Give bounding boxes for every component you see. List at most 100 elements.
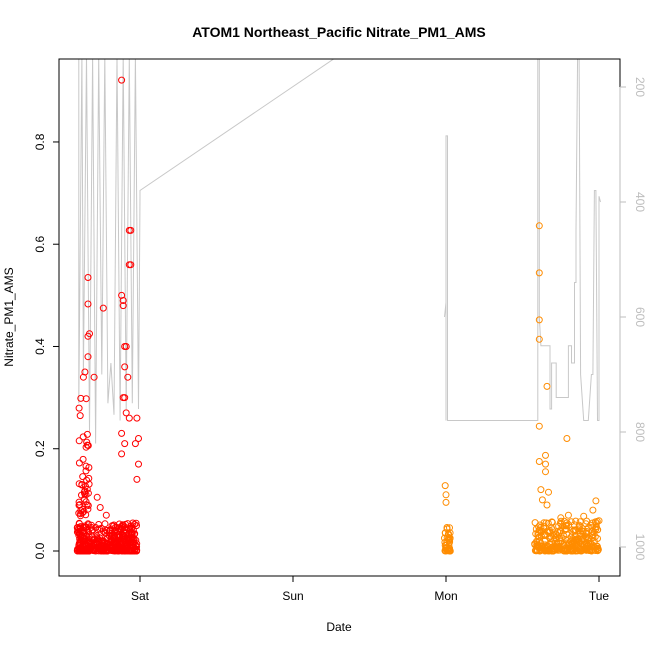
series-2 <box>441 222 603 555</box>
data-point <box>114 527 122 535</box>
data-point <box>536 526 544 534</box>
y2-tick-label: 200 <box>633 77 647 97</box>
data-point <box>84 520 92 528</box>
data-point <box>85 547 93 555</box>
data-point <box>569 528 577 536</box>
data-point <box>130 536 138 543</box>
data-point <box>77 523 84 531</box>
data-point <box>555 546 563 554</box>
y-tick-label: 0.2 <box>33 440 47 457</box>
data-point <box>121 394 129 402</box>
data-point <box>570 526 578 534</box>
data-point <box>135 435 142 442</box>
data-point <box>556 519 564 527</box>
data-point <box>543 382 551 390</box>
data-point <box>80 507 88 515</box>
data-point <box>545 488 552 496</box>
data-point <box>590 529 598 536</box>
data-point <box>115 538 123 545</box>
data-point <box>117 523 125 531</box>
y-tick-label: 0.4 <box>33 338 47 355</box>
data-point <box>95 536 103 544</box>
data-point <box>76 412 84 420</box>
data-point <box>535 458 543 465</box>
data-point <box>572 517 580 525</box>
data-point <box>564 511 572 519</box>
data-point <box>531 541 539 549</box>
data-point <box>133 475 141 483</box>
data-point <box>532 525 540 533</box>
data-point <box>76 527 84 535</box>
data-point <box>84 300 92 308</box>
data-point <box>75 541 83 549</box>
data-point <box>75 519 83 527</box>
data-point <box>592 497 600 505</box>
data-point <box>583 528 591 535</box>
data-point <box>83 501 91 509</box>
data-point <box>102 542 110 550</box>
data-point <box>122 409 130 417</box>
data-point <box>563 519 571 527</box>
data-point <box>553 539 561 547</box>
data-point <box>84 527 92 535</box>
pressure-line-2 <box>444 59 601 421</box>
data-point <box>79 455 87 463</box>
data-point <box>443 546 451 554</box>
data-point <box>119 297 127 304</box>
data-point <box>85 480 93 488</box>
y-tick-label: 0.8 <box>33 133 47 150</box>
data-point <box>542 519 550 527</box>
data-point <box>78 481 86 489</box>
data-point <box>113 547 121 555</box>
data-point <box>561 526 569 534</box>
data-point <box>563 435 571 442</box>
data-point <box>118 429 126 437</box>
data-point <box>79 433 87 441</box>
data-point <box>572 535 580 543</box>
data-point <box>81 490 89 498</box>
data-point <box>133 414 141 422</box>
x-axis: Sat Sun Mon Tue <box>131 575 610 603</box>
data-point <box>555 543 563 551</box>
data-point <box>93 534 101 542</box>
data-point <box>77 394 85 402</box>
data-point <box>81 547 89 555</box>
data-point <box>85 540 92 548</box>
data-point <box>90 535 98 543</box>
data-point <box>441 482 449 490</box>
data-point <box>542 460 549 468</box>
data-point <box>581 544 589 552</box>
data-point <box>124 373 132 381</box>
data-point <box>537 486 545 494</box>
data-point <box>542 545 550 552</box>
x-tick-label: Mon <box>434 589 457 603</box>
data-point <box>78 491 85 499</box>
data-point <box>84 332 92 340</box>
data-point <box>79 473 87 481</box>
data-point <box>535 335 543 343</box>
y2-tick-label: 400 <box>633 192 647 212</box>
data-point <box>109 543 117 551</box>
data-point <box>104 547 112 555</box>
data-point <box>84 353 92 361</box>
data-point <box>557 514 565 522</box>
data-point <box>535 316 543 324</box>
data-point <box>547 534 555 542</box>
data-point <box>96 504 104 511</box>
data-point <box>119 539 127 547</box>
data-point <box>535 222 543 230</box>
y2-tick-label: 800 <box>633 422 647 442</box>
y2-tick-label: 1000 <box>633 534 647 561</box>
data-point <box>85 464 93 471</box>
data-point <box>125 414 133 422</box>
y-axis-label: Nitrate_PM1_AMS <box>2 267 16 366</box>
data-point <box>589 519 597 527</box>
data-point <box>573 546 581 554</box>
data-point <box>588 540 596 548</box>
data-point <box>107 536 115 544</box>
data-point <box>446 535 454 543</box>
x-tick-label: Tue <box>589 589 610 603</box>
data-point <box>557 527 565 535</box>
data-point <box>129 519 137 527</box>
